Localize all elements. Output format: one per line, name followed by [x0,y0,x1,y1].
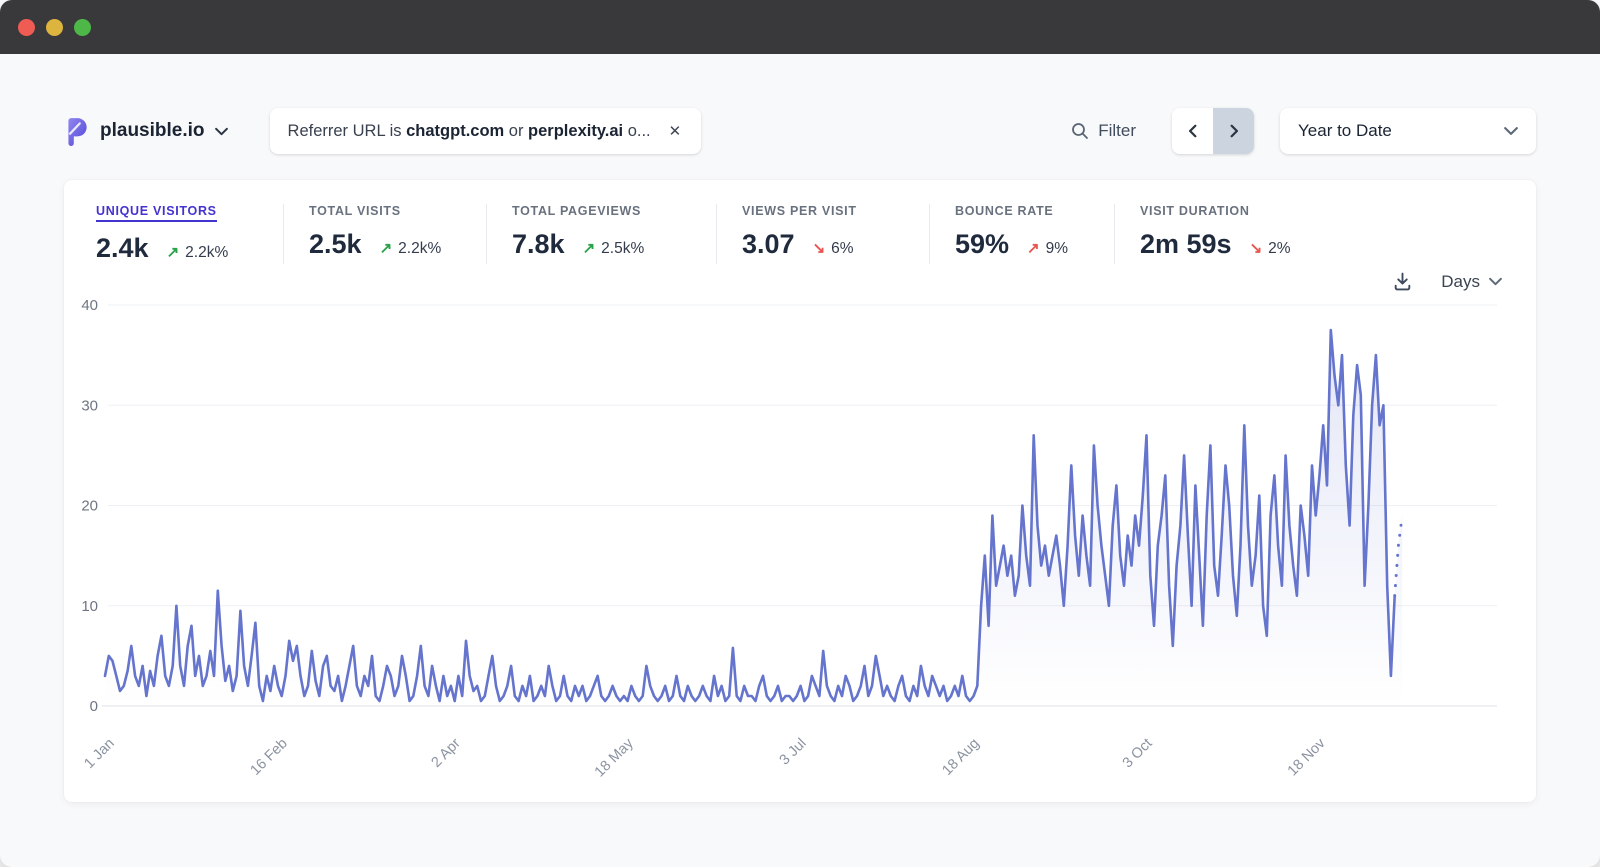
close-window-button[interactable] [18,18,35,36]
interval-select[interactable]: Days [1441,272,1502,292]
filter-button-label: Filter [1098,121,1136,140]
trend-up-icon: ↗ [1027,240,1040,257]
interval-value: Days [1441,271,1480,291]
filter-pill[interactable]: Referrer URL is chatgpt.com or perplexit… [269,108,702,154]
stat-change: 2% [1268,240,1291,257]
site-chevron-down-icon [214,127,228,136]
dashboard-card: UNIQUE VISITORS 2.4k ↗ 2.2k% TOTAL VISITS … [64,180,1536,802]
svg-text:0: 0 [90,698,98,715]
download-icon [1394,272,1411,291]
period-nav [1172,108,1254,154]
stat-total-pageviews[interactable]: TOTAL PAGEVIEWS 7.8k ↗ 2.5k% [512,204,717,264]
svg-text:30: 30 [81,397,98,414]
stat-value: 59% [955,229,1010,259]
stat-change: 2.2k% [398,240,442,257]
svg-text:1 Jan: 1 Jan [81,736,117,772]
chevron-left-icon [1188,124,1196,138]
stat-value: 2.4k [96,233,149,263]
svg-text:18 Aug: 18 Aug [939,736,982,779]
site-name: plausible.io [100,120,205,141]
svg-text:3 Oct: 3 Oct [1120,736,1156,772]
stat-value: 2.5k [309,229,362,259]
site-picker[interactable]: plausible.io [64,116,228,146]
date-range-value: Year to Date [1298,121,1392,140]
stat-value: 7.8k [512,229,565,259]
svg-text:3 Jul: 3 Jul [777,736,810,769]
stat-value: 3.07 [742,229,795,259]
stats-row: UNIQUE VISITORS 2.4k ↗ 2.2k% TOTAL VISITS … [96,204,1504,264]
filter-button[interactable]: Filter [1065,120,1142,142]
stat-visit-duration[interactable]: VISIT DURATION 2m 59s ↘ 2% [1140,204,1504,264]
svg-text:18 Nov: 18 Nov [1285,735,1329,779]
plausible-logo-icon [68,118,87,146]
graph-controls: Days [96,270,1502,293]
zoom-window-button[interactable] [74,18,91,36]
filter-pill-text: Referrer URL is chatgpt.com or perplexit… [287,121,651,140]
stat-label[interactable]: TOTAL VISITS [309,204,401,218]
remove-filter-button[interactable]: ✕ [668,122,682,140]
export-download-button[interactable] [1386,270,1419,293]
trend-up-icon: ↗ [379,240,393,257]
stat-label[interactable]: VISIT DURATION [1140,204,1250,218]
chevron-down-icon [1504,127,1518,135]
minimize-window-button[interactable] [46,18,63,36]
chevron-right-icon [1230,124,1238,138]
stat-value: 2m 59s [1140,229,1232,259]
stat-unique-visitors[interactable]: UNIQUE VISITORS 2.4k ↗ 2.2k% [96,204,284,264]
stat-bounce-rate[interactable]: BOUNCE RATE 59% ↗ 9% [955,204,1115,264]
svg-text:10: 10 [81,598,98,615]
date-range-select[interactable]: Year to Date [1280,108,1536,154]
stat-change: 2.2k% [185,244,229,261]
stat-label[interactable]: TOTAL PAGEVIEWS [512,204,642,218]
stat-label[interactable]: BOUNCE RATE [955,204,1054,218]
visitors-chart[interactable]: 0 10 20 30 40 1 Jan 16 Feb 2 Apr 18 May 3 Jul 18 A… [72,293,1504,792]
stat-label[interactable]: UNIQUE VISITORS [96,204,217,222]
search-icon [1072,123,1089,139]
stat-total-visits[interactable]: TOTAL VISITS 2.5k ↗ 2.2k% [309,204,487,264]
chevron-down-icon [1489,277,1502,286]
svg-text:16 Feb: 16 Feb [248,736,291,779]
stat-label[interactable]: VIEWS PER VISIT [742,204,857,218]
trend-up-icon: ↗ [166,244,180,261]
window-titlebar [0,0,1600,54]
trend-down-icon: ↘ [1249,240,1263,257]
stat-change: 9% [1045,240,1069,257]
trend-down-icon: ↘ [812,240,826,257]
prev-period-button[interactable] [1172,108,1213,154]
next-period-button[interactable] [1213,108,1254,154]
svg-text:18 May: 18 May [592,735,637,780]
trend-up-icon: ↗ [582,240,596,257]
stat-change: 6% [831,240,854,257]
stat-change: 2.5k% [601,240,645,257]
stat-views-per-visit[interactable]: VIEWS PER VISIT 3.07 ↘ 6% [742,204,930,264]
svg-text:20: 20 [81,498,98,515]
svg-text:40: 40 [81,297,98,314]
svg-text:2 Apr: 2 Apr [428,735,463,770]
dashboard-header: plausible.io Referrer URL is chatgpt.com… [0,54,1600,154]
